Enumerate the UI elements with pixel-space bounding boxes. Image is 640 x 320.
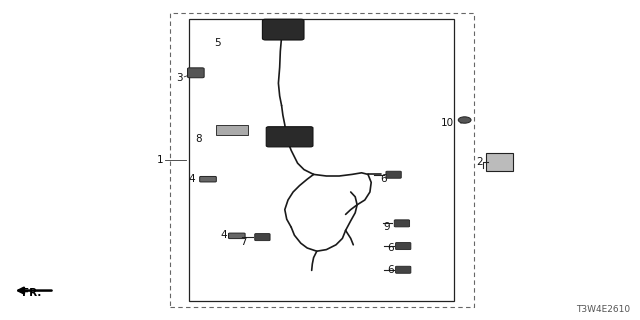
FancyBboxPatch shape [396,266,411,273]
Text: 4: 4 [189,174,195,184]
FancyBboxPatch shape [255,234,270,241]
FancyBboxPatch shape [262,19,304,40]
FancyBboxPatch shape [386,171,401,178]
FancyBboxPatch shape [200,176,216,182]
FancyBboxPatch shape [228,233,245,239]
FancyBboxPatch shape [266,127,313,147]
Bar [170,13,474,307]
FancyBboxPatch shape [188,68,204,78]
Text: 3: 3 [176,73,182,84]
FancyBboxPatch shape [394,220,410,227]
Text: 5: 5 [214,38,221,48]
Text: 1: 1 [157,155,163,165]
Bar [189,19,454,301]
FancyBboxPatch shape [486,153,513,171]
Text: 10: 10 [441,118,454,128]
Text: 6: 6 [387,243,394,253]
Text: 9: 9 [384,222,390,232]
Text: 6: 6 [381,174,387,184]
Text: 7: 7 [240,236,246,247]
Text: T3W4E2610: T3W4E2610 [576,305,630,314]
Text: FR.: FR. [22,288,42,298]
Ellipse shape [458,117,471,123]
Text: 8: 8 [195,134,202,144]
FancyBboxPatch shape [396,243,411,250]
FancyBboxPatch shape [216,125,248,135]
Text: 2: 2 [477,156,483,167]
Text: 4: 4 [221,230,227,240]
Text: 6: 6 [387,265,394,276]
